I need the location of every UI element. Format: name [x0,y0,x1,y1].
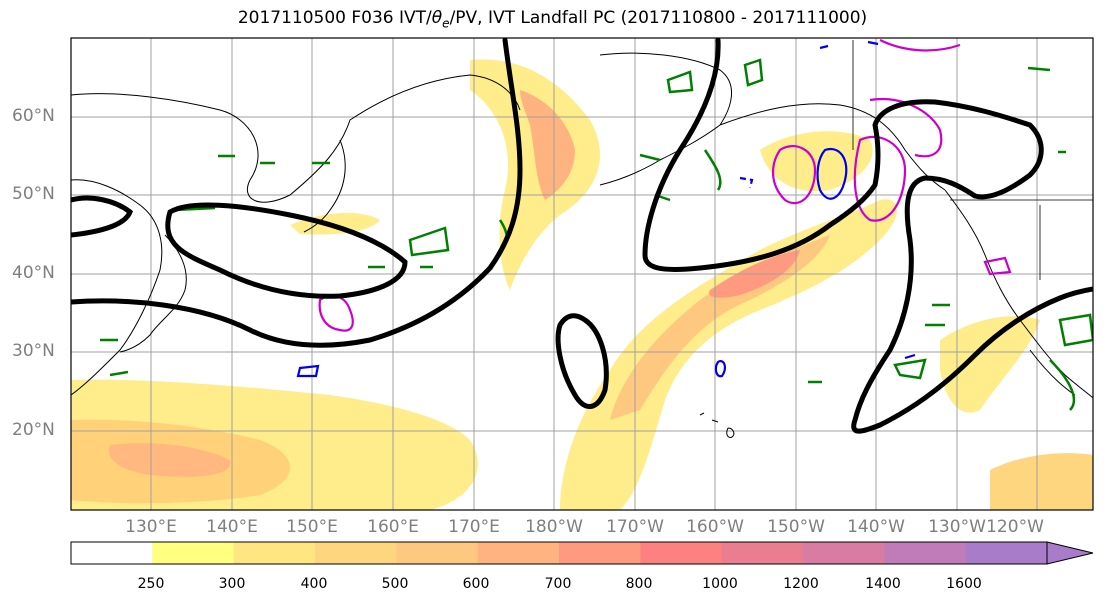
coastline-alaska [599,52,733,186]
ivt-plume-east [560,199,897,510]
colorbar-tick: 400 [300,576,328,592]
colorbar-tick: 1400 [865,576,901,592]
pv-positive-contour [853,135,907,222]
colorbar-segment [884,542,967,564]
height-contour [71,38,523,348]
colorbar-segment [233,542,316,564]
lon-label: 140°E [206,517,258,537]
lon-label: 140°W [847,517,905,537]
lon-label: 170°E [448,517,500,537]
colorbar-tick: 1000 [702,576,738,592]
theta-e-contour [1027,66,1066,154]
ivt-plume-east-core [610,235,830,420]
colorbar-segment [152,542,235,564]
lon-label: 130°E [125,517,177,537]
colorbar [70,541,1094,565]
theta-e-contour [218,154,330,165]
coastline-asia [71,179,163,396]
pv-positive-contour [879,39,961,52]
lon-label: 170°W [606,517,664,537]
lon-label: 180°W [525,517,583,537]
colorbar-segment [965,542,1048,564]
colorbar-segment [71,542,153,564]
height-contours [71,38,1093,434]
pv-negative-contour [296,364,320,378]
colorbar-frame [70,541,1048,565]
colorbar-segment [559,542,641,564]
lon-label: 150°W [767,517,825,537]
colorbar-tick: 600 [462,576,490,592]
map-title: 2017110500 F036 IVT/θe/PV, IVT Landfall … [0,8,1105,30]
pv-positive-contour [772,144,817,205]
pv-positive-contour [318,294,354,332]
pv-positive-contour [983,256,1012,276]
lat-label-60: 60°N [12,106,55,126]
ivt-plume-se [940,316,1040,413]
pv-negative-contour [819,40,916,360]
colorbar-segment [396,542,479,564]
ivt-plume-tropics-inner [109,443,231,477]
coastline-siberia [71,74,521,203]
coastlines [71,40,1093,438]
colorbar-segment [315,542,397,564]
lon-label: 120°W [986,517,1044,537]
theta-e-contour [1058,313,1093,347]
height-contour [71,195,133,238]
title-prefix: 2017110500 F036 IVT/ [237,8,432,28]
lat-label-50: 50°N [12,184,55,204]
lat-label-40: 40°N [12,263,55,283]
colorbar-tick: 800 [625,576,653,592]
colorbar-tick: 1600 [946,576,982,592]
theta-e-contour [666,70,694,94]
lat-label-20: 20°N [12,420,55,440]
pv-negative-contour [739,176,754,189]
title-theta-subscript: e [442,16,450,31]
theta-e-contour [925,303,950,327]
lon-label: 160°W [686,517,744,537]
coastline-japan [119,234,187,353]
colorbar-segment [640,542,723,564]
theta-e-contour [703,149,722,191]
colorbar-tick: 250 [137,576,165,592]
lon-label: 160°E [367,517,419,537]
title-theta: θ [431,8,443,28]
pv-negative-contour [714,360,727,378]
colorbar-segment [477,542,560,564]
theta-e-contour [1049,359,1076,411]
gridlines [71,38,1093,510]
ivt-plume-se-corner [990,453,1093,510]
height-contour [642,38,1093,434]
theta-e-contour [100,338,129,377]
lat-label-30: 30°N [12,341,55,361]
colorbar-tick: 1200 [783,576,819,592]
border-us-canada [852,40,1093,280]
height-contour [555,313,609,409]
colorbar-tick: 500 [381,576,409,592]
coastline-kamchatka [303,139,346,233]
ivt-plume-bering [470,59,600,291]
colorbar-tick: 700 [544,576,572,592]
pv-positive-contour [869,97,943,158]
ivt-shading [71,59,1093,510]
coastline-baja [1029,349,1076,396]
colorbar-segment [803,542,885,564]
theta-e-contour [893,358,927,380]
map-frame [70,37,1094,511]
theta-e-contour [408,226,450,257]
coastline-hawaii [699,412,735,438]
theta-e-contour [743,58,764,87]
pv-negative-contour [816,147,848,200]
title-suffix: /PV, IVT Landfall PC (2017110800 - 20171… [449,8,868,28]
lon-label: 150°E [286,517,338,537]
lon-label: 130°W [928,517,986,537]
colorbar-tick: 300 [218,576,246,592]
height-contour [165,202,408,299]
pv-contours [296,39,1012,378]
colorbar-segment [721,542,804,564]
colorbar-extend-arrow [1046,541,1094,565]
coastline-alaska-gulf [719,103,946,191]
